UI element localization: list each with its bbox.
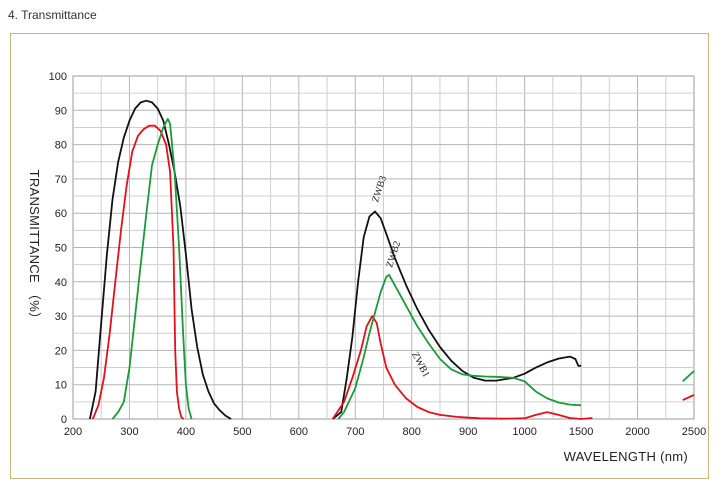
y-tick-label: 10 [55, 380, 67, 392]
y-tick-label: 20 [55, 345, 67, 357]
y-tick-label: 90 [55, 105, 67, 117]
y-tick-label: 100 [49, 71, 67, 83]
y-tick-label: 40 [55, 277, 67, 289]
x-tick-label: 400 [177, 426, 195, 438]
y-tick-label: 70 [55, 174, 67, 186]
x-tick-label: 800 [403, 426, 421, 438]
x-axis-ticks: 200 300 400 500 600 700 800 900 1000 1500 2000 2500 [64, 426, 706, 438]
x-tick-label: 300 [120, 426, 138, 438]
chart-frame [10, 33, 709, 479]
section-title: 4. Transmittance [8, 8, 97, 22]
annotation-zwb1: ZWB1 [409, 350, 431, 379]
y-tick-label: 60 [55, 208, 67, 220]
x-tick-label: 600 [290, 426, 308, 438]
series-line-zwb1 [91, 124, 695, 420]
x-tick-label: 900 [459, 426, 477, 438]
y-tick-label: 80 [55, 140, 67, 152]
x-tick-label: 1500 [569, 426, 593, 438]
y-tick-label: 30 [55, 311, 67, 323]
x-tick-label: 2500 [682, 426, 706, 438]
series-lines [90, 101, 694, 419]
x-tick-label: 1000 [512, 426, 536, 438]
y-tick-label: 50 [55, 243, 67, 255]
x-tick-label: 200 [64, 426, 82, 438]
x-tick-label: 500 [233, 426, 251, 438]
y-axis-label: TRANSMITTANCE （%） [27, 170, 42, 326]
x-tick-label: 2000 [625, 426, 649, 438]
series-line-zwb2 [111, 118, 695, 420]
y-tick-label: 0 [61, 414, 67, 426]
y-axis-ticks: 0 10 20 30 40 50 60 70 80 90 100 [49, 71, 67, 426]
x-tick-label: 700 [346, 426, 364, 438]
x-axis-label: WAVELENGTH (nm) [564, 449, 688, 464]
grid [72, 75, 695, 420]
